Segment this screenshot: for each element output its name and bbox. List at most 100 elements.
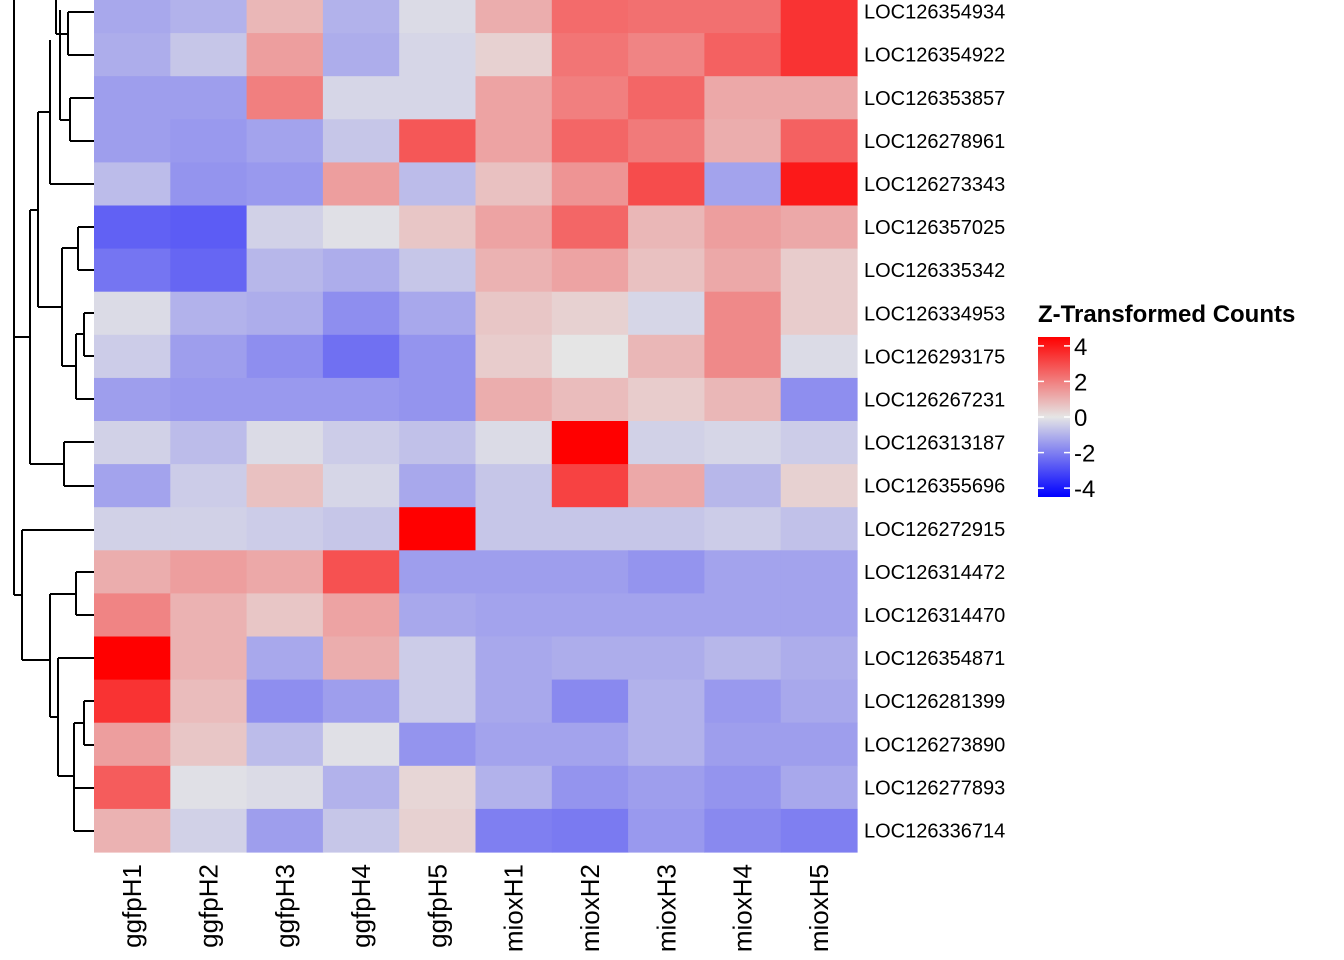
heatmap-cell xyxy=(170,119,248,163)
heatmap-cell xyxy=(322,0,400,34)
dendrogram-branch xyxy=(83,312,94,357)
column-label: ggfpH2 xyxy=(194,864,224,948)
heatmap-cell xyxy=(475,808,553,853)
heatmap-cell xyxy=(322,550,400,594)
heatmap-cell xyxy=(551,248,629,293)
row-label: LOC126354934 xyxy=(864,2,1005,24)
heatmap-cell xyxy=(246,593,324,638)
heatmap-cell xyxy=(704,722,782,767)
heatmap-cell xyxy=(94,76,171,120)
heatmap-cell xyxy=(780,550,858,594)
row-label: LOC126293175 xyxy=(864,346,1005,368)
heatmap-cell xyxy=(628,33,705,77)
heatmap-cell xyxy=(780,593,858,638)
heatmap-cell xyxy=(628,291,705,336)
heatmap-cell xyxy=(246,334,324,379)
heatmap-cell xyxy=(399,119,477,163)
heatmap-cell xyxy=(322,248,400,293)
heatmap-cell xyxy=(94,765,171,810)
heatmap-cell xyxy=(399,550,477,594)
heatmap-cell xyxy=(399,464,477,508)
column-label: mioxH4 xyxy=(728,864,758,952)
heatmap-cell xyxy=(780,162,858,207)
heatmap-cell xyxy=(170,550,248,594)
heatmap-cell xyxy=(94,291,171,336)
heatmap-cell xyxy=(628,205,705,250)
heatmap-cell xyxy=(551,205,629,250)
heatmap-cell xyxy=(628,636,705,681)
heatmap-cell xyxy=(399,593,477,638)
heatmap-cell xyxy=(475,636,553,681)
column-label: mioxH2 xyxy=(575,864,605,952)
heatmap-cell xyxy=(780,76,858,120)
heatmap-cell xyxy=(94,679,171,724)
heatmap-cell xyxy=(475,119,553,163)
heatmap-cell xyxy=(628,377,705,422)
legend-ticks: 4 2 0 -2 -4 xyxy=(1038,334,1095,503)
heatmap-cell xyxy=(246,808,324,853)
row-label: LOC126353857 xyxy=(864,88,1005,110)
dendrogram-branch xyxy=(29,209,64,465)
row-label: LOC126314470 xyxy=(864,605,1005,627)
heatmap-cell xyxy=(399,33,477,77)
heatmap-cell xyxy=(399,76,477,120)
heatmap-cell xyxy=(399,636,477,681)
heatmap-cell xyxy=(322,679,400,724)
heatmap-cell xyxy=(780,765,858,810)
row-dendrogram xyxy=(13,0,94,832)
row-label: LOC126354922 xyxy=(864,45,1005,67)
dendrogram-branch xyxy=(13,0,30,338)
dendrogram-branch xyxy=(67,11,94,56)
heatmap-cell xyxy=(170,636,248,681)
heatmap-cell xyxy=(551,808,629,853)
heatmap-cell xyxy=(170,33,248,77)
heatmap-cell xyxy=(94,0,171,34)
heatmap-cell xyxy=(246,205,324,250)
heatmap-cell xyxy=(246,722,324,767)
heatmap-cell xyxy=(551,550,629,594)
heatmap-cell xyxy=(170,765,248,810)
heatmap-cell xyxy=(780,0,858,34)
heatmap-cell xyxy=(704,0,782,34)
column-label: mioxH5 xyxy=(804,864,834,952)
heatmap-cell xyxy=(628,76,705,120)
heatmap-cell xyxy=(628,550,705,594)
heatmap-cell xyxy=(246,765,324,810)
heatmap-cell xyxy=(399,205,477,250)
heatmap-cell xyxy=(322,464,400,508)
heatmap-cell xyxy=(322,765,400,810)
heatmap-cell xyxy=(628,593,705,638)
heatmap-cell xyxy=(704,291,782,336)
column-label: ggfpH4 xyxy=(346,864,376,948)
heatmap-cell xyxy=(704,76,782,120)
heatmap-cell xyxy=(170,291,248,336)
heatmap-cell xyxy=(94,205,171,250)
dendrogram-branch xyxy=(63,441,94,487)
heatmap-cell xyxy=(399,765,477,810)
heatmap-cell xyxy=(246,464,324,508)
heatmap-cell xyxy=(246,421,324,465)
heatmap-cell xyxy=(780,722,858,767)
column-labels: ggfpH1 ggfpH2 ggfpH3 ggfpH4 ggfpH5 mioxH1 miox… xyxy=(117,864,834,952)
heatmap-cell xyxy=(399,421,477,465)
heatmap-cell xyxy=(475,0,553,34)
heatmap-cell xyxy=(704,593,782,638)
heatmap-cell xyxy=(94,550,171,594)
heatmap-cell xyxy=(475,765,553,810)
heatmap-cell xyxy=(475,377,553,422)
heatmap-cell xyxy=(704,334,782,379)
dendrogram-branch xyxy=(49,40,94,185)
heatmap-cell xyxy=(246,507,324,551)
heatmap-cell xyxy=(322,722,400,767)
heatmap-cell xyxy=(475,679,553,724)
row-label: LOC126334953 xyxy=(864,303,1005,325)
heatmap-cell xyxy=(475,507,553,551)
heatmap-cell xyxy=(170,377,248,422)
heatmap-cell xyxy=(551,507,629,551)
row-label: LOC126272915 xyxy=(864,519,1005,541)
heatmap-cell xyxy=(246,76,324,120)
heatmap-cell xyxy=(399,162,477,207)
row-label: LOC126273890 xyxy=(864,734,1005,756)
heatmap-cell xyxy=(704,377,782,422)
